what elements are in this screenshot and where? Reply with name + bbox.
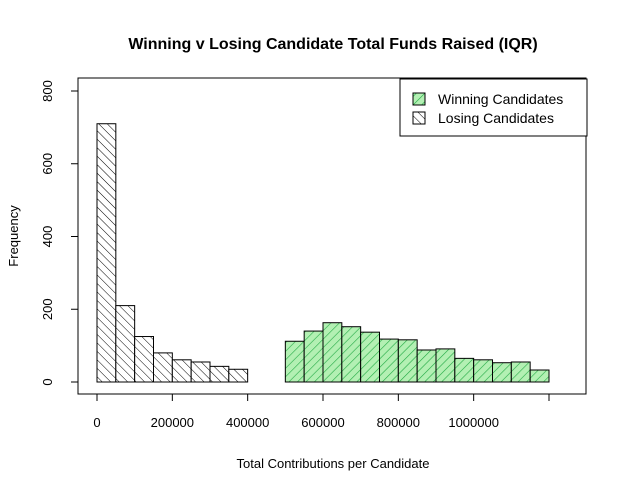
bars-group [96, 123, 550, 383]
y-tick-label-4: 800 [40, 80, 55, 102]
x-axis-label: Total Contributions per Candidate [237, 456, 430, 471]
x-tick-label-4: 800000 [377, 415, 420, 430]
bar-winning-12 [510, 361, 531, 383]
legend-swatch-losing [412, 111, 426, 125]
x-tick-label-3: 600000 [301, 415, 344, 430]
bar-losing-3 [153, 352, 173, 383]
legend-swatch-winning [412, 92, 426, 106]
bar-winning-0 [284, 340, 305, 383]
bar-losing-6 [209, 365, 230, 383]
bar-winning-11 [492, 362, 512, 383]
bar-winning-8 [435, 348, 456, 383]
bar-winning-10 [473, 359, 494, 383]
bar-winning-1 [303, 330, 324, 383]
bar-losing-7 [228, 368, 249, 383]
y-axis-label: Frequency [6, 205, 21, 267]
bar-losing-2 [134, 336, 154, 383]
bar-losing-5 [190, 361, 211, 383]
x-tick-label-1: 200000 [151, 415, 194, 430]
bar-winning-5 [379, 338, 399, 383]
bar-winning-4 [360, 331, 381, 383]
x-tick-label-2: 400000 [226, 415, 269, 430]
chart-title: Winning v Losing Candidate Total Funds R… [128, 36, 537, 53]
y-tick-label-1: 200 [40, 298, 55, 320]
y-tick-label-2: 400 [40, 226, 55, 248]
legend-label-losing: Losing Candidates [438, 110, 554, 126]
bar-losing-1 [115, 305, 136, 383]
bar-winning-7 [416, 349, 437, 383]
x-tick-label-0: 0 [93, 415, 100, 430]
bar-losing-4 [171, 359, 192, 383]
bar-losing-0 [96, 123, 117, 383]
legend: Winning Candidates Losing Candidates [399, 78, 588, 137]
bar-winning-9 [454, 357, 475, 383]
axes-group: 0 200000 400000 600000 800000 1000000 0 200 400 6… [40, 80, 550, 430]
x-tick-label-5: 1000000 [448, 415, 499, 430]
bar-winning-6 [397, 339, 418, 383]
bar-winning-3 [341, 326, 362, 383]
legend-label-winning: Winning Candidates [438, 91, 563, 107]
y-tick-label-3: 600 [40, 153, 55, 175]
y-tick-label-0: 0 [40, 378, 55, 385]
bar-winning-13 [529, 369, 550, 383]
bar-winning-2 [322, 322, 343, 383]
legend-box [399, 78, 588, 137]
